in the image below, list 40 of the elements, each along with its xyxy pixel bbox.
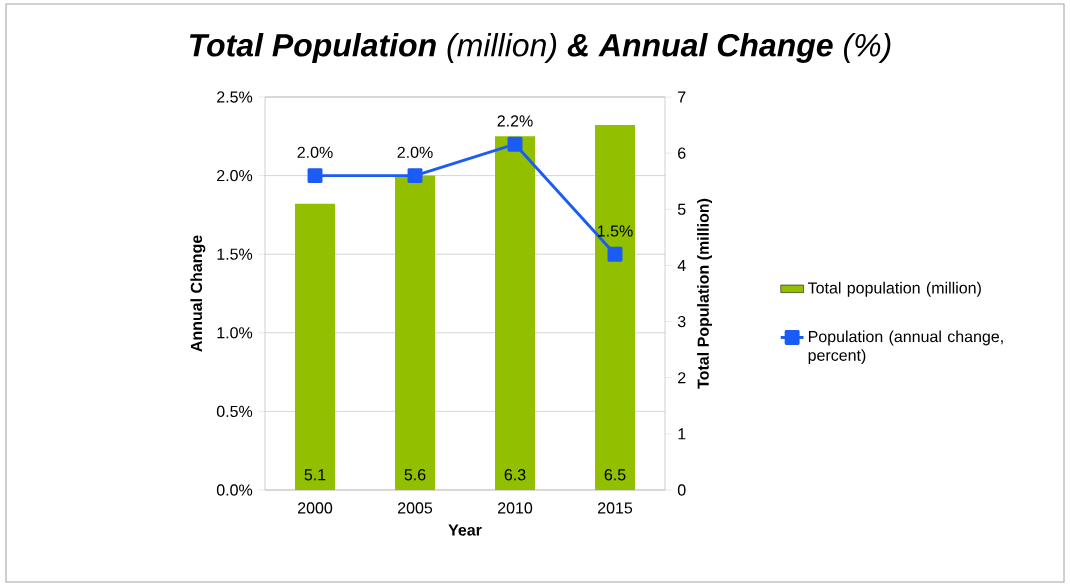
y2-tick-label: 1 <box>678 428 686 440</box>
data-label: 1.5% <box>597 225 633 237</box>
y2-tick-label: 6 <box>678 147 686 159</box>
point <box>307 168 323 184</box>
data-label: 6.3 <box>504 469 526 481</box>
bar <box>395 175 436 490</box>
y2-axis-title: Total Population (million) <box>697 198 713 389</box>
point <box>407 168 423 184</box>
legend-label: Population (annual change, percent) <box>808 330 1003 365</box>
data-label: 5.1 <box>304 469 326 481</box>
y2-tick-label: 5 <box>677 203 686 215</box>
data-label: 5.6 <box>404 469 426 481</box>
data-label: 2.0% <box>297 146 333 158</box>
y-axis-title: Annual Change <box>190 235 206 352</box>
y2-tick-label: 0 <box>677 484 686 496</box>
y-tick-label: 2.5% <box>217 91 253 103</box>
y2-tick-label: 3 <box>677 315 686 328</box>
y-tick-label: 0.5% <box>216 405 253 418</box>
x-tick-label: 2000 <box>298 502 333 514</box>
data-label: 2.2% <box>497 115 533 127</box>
y-tick-label: 1.5% <box>217 248 253 260</box>
y-tick-label: 2.0% <box>217 169 253 182</box>
x-tick-label: 2010 <box>498 502 533 514</box>
y2-tick-label: 2 <box>678 372 686 384</box>
bar <box>495 136 536 490</box>
y-tick-label: 1.0% <box>217 327 253 339</box>
x-tick-label: 2015 <box>598 502 633 514</box>
x-tick-label: 2005 <box>398 502 433 514</box>
y-tick-label: 0.0% <box>216 484 253 496</box>
bar <box>295 203 336 490</box>
data-label: 2.0% <box>397 146 433 158</box>
point <box>607 246 623 262</box>
point <box>507 136 523 152</box>
y2-tick-label: 7 <box>678 91 686 103</box>
y2-tick-label: 4 <box>677 259 686 271</box>
data-label: 6.5 <box>604 469 626 481</box>
bar <box>595 125 636 490</box>
x-axis-title: Year <box>448 524 482 536</box>
legend-label: Total population (million) <box>807 281 981 297</box>
chart-title: Total Population (million) & Annual Change (%) <box>189 33 891 63</box>
